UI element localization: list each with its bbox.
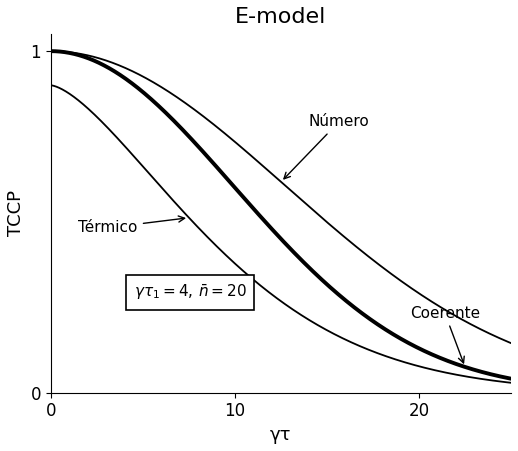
- Text: Número: Número: [284, 114, 369, 179]
- Title: E-model: E-model: [235, 7, 327, 27]
- Text: $\gamma\tau_1 = 4,\, \bar{n} = 20$: $\gamma\tau_1 = 4,\, \bar{n} = 20$: [134, 283, 247, 302]
- X-axis label: γτ: γτ: [270, 426, 292, 444]
- Y-axis label: TCCP: TCCP: [7, 190, 25, 236]
- Text: Coerente: Coerente: [410, 306, 480, 363]
- Text: Térmico: Térmico: [78, 216, 184, 235]
